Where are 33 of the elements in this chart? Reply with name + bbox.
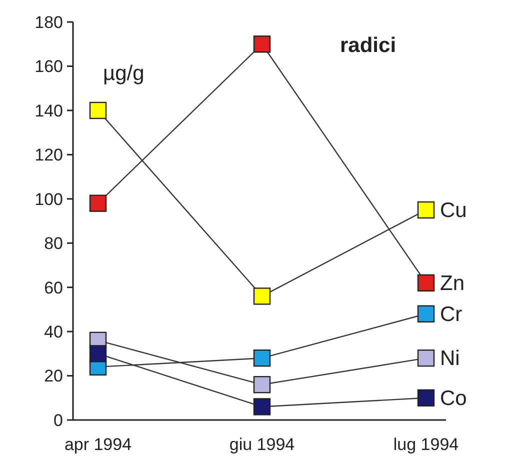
y-tick-label: 180: [34, 12, 63, 32]
y-tick-label: 0: [54, 410, 63, 430]
text: radici: [340, 34, 396, 57]
point: [89, 194, 107, 212]
y-tick-label: 60: [44, 278, 63, 298]
x-tick-label: lug 1994: [393, 435, 459, 454]
series-label: Ni: [440, 347, 460, 370]
point: [417, 274, 435, 292]
point: [253, 398, 271, 416]
x-tick-label: giu 1994: [229, 435, 295, 454]
point: [89, 102, 107, 120]
point: [253, 288, 271, 305]
y-tick-label: 40: [44, 322, 63, 342]
y-tick-label: 140: [34, 101, 63, 120]
point: [417, 305, 435, 322]
y-tick-label: 160: [34, 57, 63, 76]
series-label: Cu: [440, 198, 467, 222]
x-tick-label: apr 1994: [64, 435, 132, 454]
point: [253, 376, 271, 394]
series-label: Zn: [440, 272, 465, 295]
point: [253, 349, 271, 367]
y-tick-label: 100: [34, 190, 63, 209]
point: [89, 345, 107, 362]
series-label: Cr: [440, 302, 462, 326]
point: [417, 201, 435, 219]
y-tick-label: 80: [44, 234, 63, 254]
y-axis-title: µg/g: [103, 62, 144, 85]
y-tick-label: 20: [44, 366, 63, 386]
point: [417, 389, 435, 406]
point: [417, 349, 435, 367]
series-label: Co: [440, 386, 467, 410]
point: [253, 36, 271, 53]
y-tick-label: 120: [34, 146, 63, 165]
